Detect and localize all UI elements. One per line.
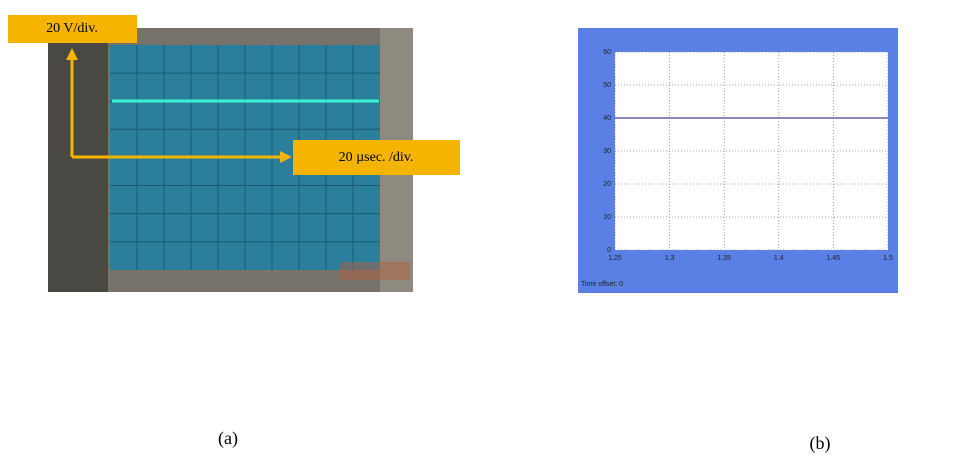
y-tick-label: 60 (603, 49, 611, 56)
x-tick-label: 1.3 (665, 255, 675, 262)
scope-bezel (48, 28, 108, 292)
x-tick-label: 1.45 (827, 255, 841, 262)
caption: (b) (810, 433, 831, 454)
y-tick-label: 0 (607, 247, 611, 254)
y-tick-label: 50 (603, 82, 611, 89)
x-tick-label: 1.4 (774, 255, 784, 262)
x-tick-label: 1.35 (717, 255, 731, 262)
x-tick-label: 1.25 (608, 255, 622, 262)
plot-area (615, 52, 888, 250)
y-tick-label: 40 (603, 115, 611, 122)
volt-label: 20 V/div. (46, 21, 98, 36)
footer: Time offset: 0 (581, 281, 623, 288)
y-tick-label: 30 (603, 148, 611, 155)
x-tick-label: 1.5 (883, 255, 893, 262)
y-tick-label: 20 (603, 181, 611, 188)
time-label: 20 µsec. /div. (339, 150, 414, 165)
figure: 20 V/div. 20 µsec. /div. (a) 0 10 20 30 40 50… (0, 0, 958, 464)
scope-glare (340, 262, 410, 280)
caption: (a) (218, 428, 238, 449)
y-tick-label: 10 (603, 214, 611, 221)
